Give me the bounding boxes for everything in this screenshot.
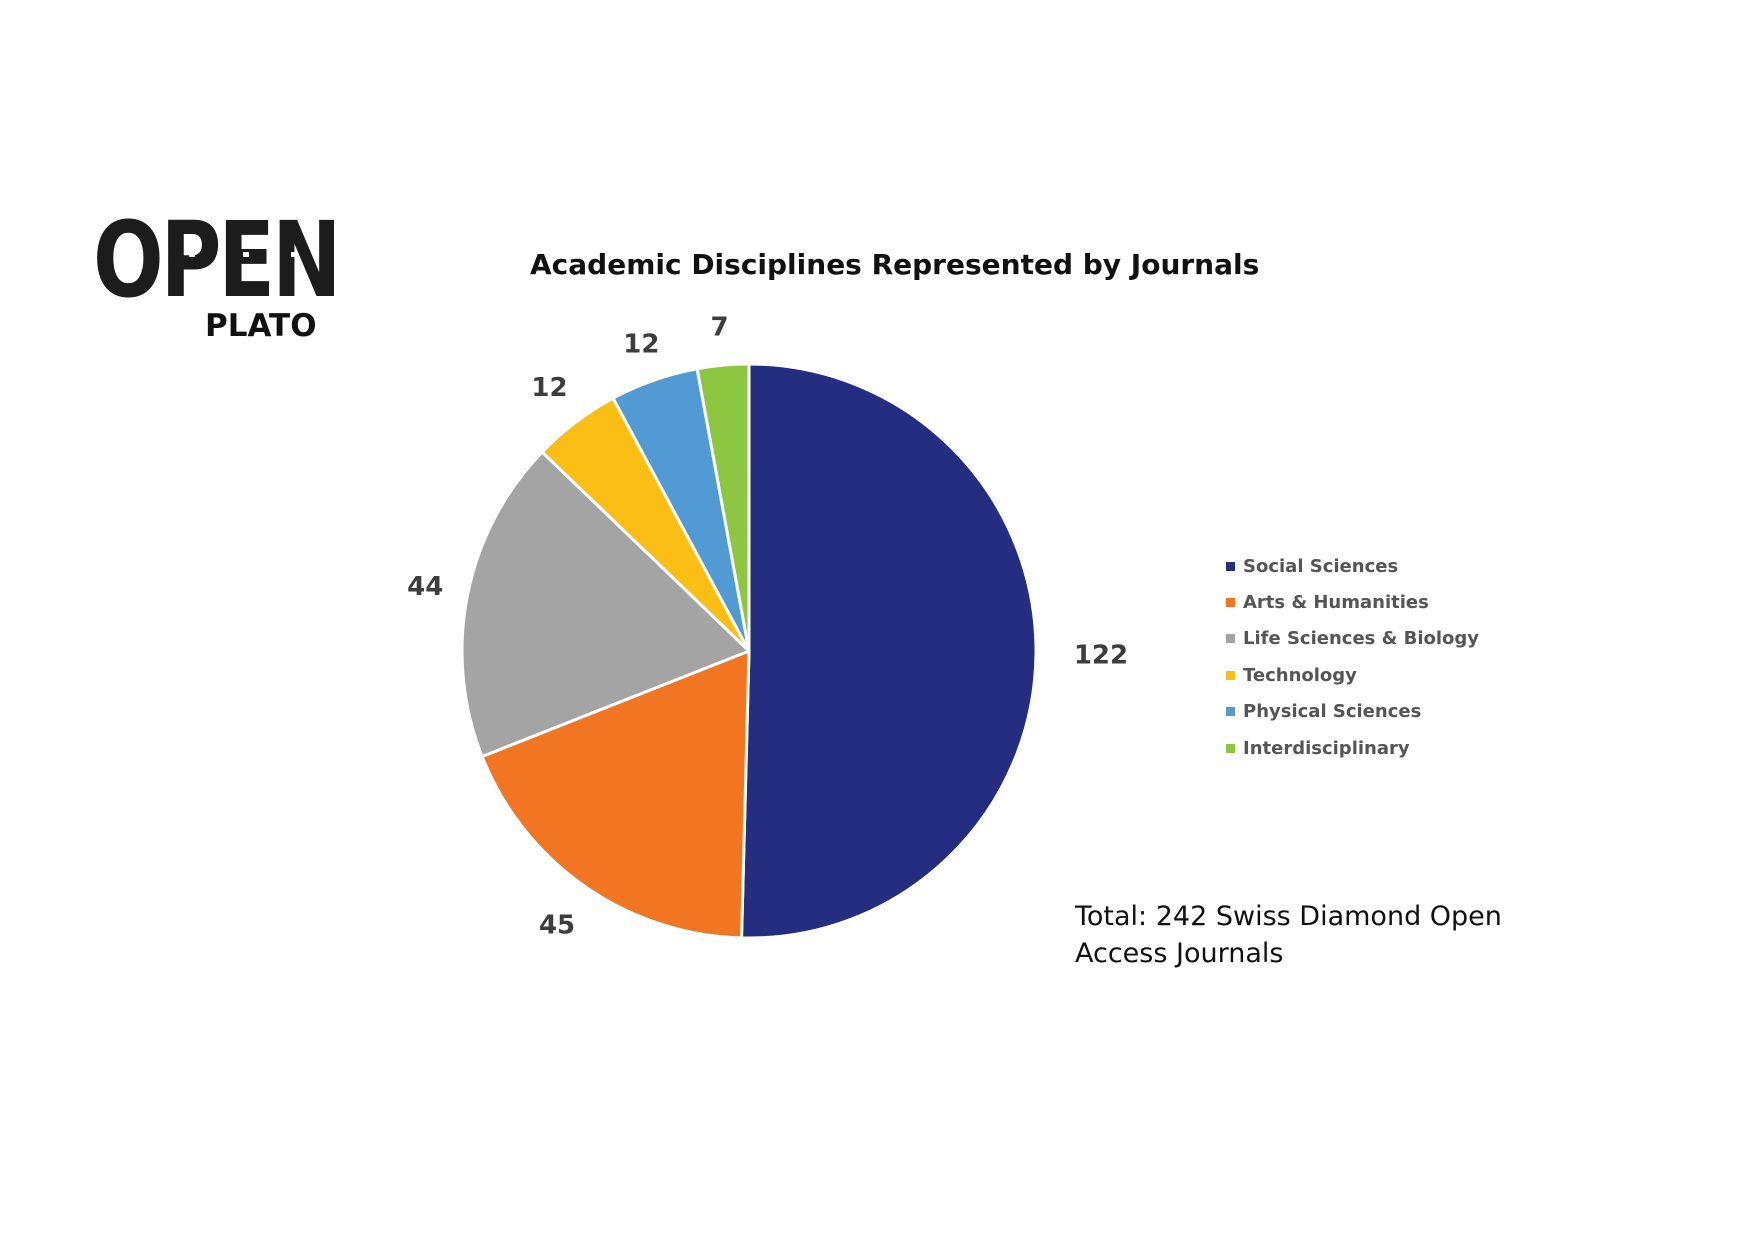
legend-label: Social Sciences (1243, 555, 1399, 577)
legend-item-physical-sciences: Physical Sciences (1226, 694, 1479, 730)
pie-slice-life-sciences-and-biology (460, 450, 751, 759)
logo-stencil-cut (189, 252, 195, 257)
data-label-arts-and-humanities: 45 (539, 911, 575, 941)
legend-item-interdisciplinary: Interdisciplinary (1226, 730, 1479, 766)
pie-slice-arts-and-humanities (480, 649, 751, 940)
data-label-life-sciences-and-biology: 44 (407, 572, 443, 602)
logo-stencil-cut (243, 252, 249, 257)
legend-item-technology: Technology (1226, 657, 1479, 693)
data-label-technology: 12 (531, 373, 567, 403)
legend-swatch (1226, 634, 1235, 644)
legend-item-arts-and-humanities: Arts & Humanities (1226, 584, 1479, 620)
data-label-interdisciplinary: 7 (710, 312, 728, 342)
legend-label: Life Sciences & Biology (1243, 628, 1480, 650)
logo-plato-text: PLATO (205, 308, 317, 344)
legend-label: Interdisciplinary (1243, 737, 1410, 759)
data-label-social-sciences: 122 (1074, 641, 1128, 671)
chart-title: Academic Disciplines Represented by Jour… (530, 248, 1260, 281)
logo-open-text: OPEN (93, 199, 342, 321)
legend-label: Arts & Humanities (1243, 592, 1429, 614)
legend-label: Technology (1243, 664, 1357, 686)
logo-stencil-cut (291, 252, 297, 257)
legend-swatch (1226, 561, 1235, 571)
logo-stencil-cut (123, 236, 128, 242)
legend-item-social-sciences: Social Sciences (1226, 548, 1479, 584)
legend-label: Physical Sciences (1243, 701, 1422, 723)
legend-swatch (1226, 670, 1235, 680)
legend-item-life-sciences-and-biology: Life Sciences & Biology (1226, 621, 1479, 657)
chart-legend: Social Sciences Arts & Humanities Life Sci… (1226, 548, 1479, 766)
data-label-physical-sciences: 12 (623, 329, 659, 359)
pie-slice-social-sciences (740, 362, 1038, 940)
legend-swatch (1226, 743, 1235, 753)
pie-slice-interdisciplinary (695, 362, 751, 653)
legend-swatch (1226, 707, 1235, 717)
total-note: Total: 242 Swiss Diamond Open Access Jou… (1075, 901, 1502, 969)
legend-swatch (1226, 598, 1235, 608)
logo-stencil-cut (123, 270, 128, 276)
